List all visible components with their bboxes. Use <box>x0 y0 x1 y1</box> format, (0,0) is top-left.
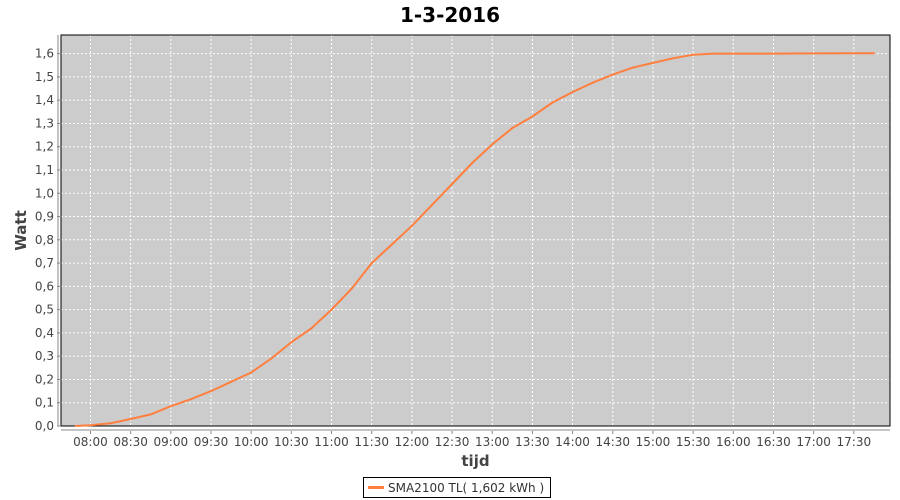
x-tick-label: 09:30 <box>194 435 229 449</box>
data-point <box>129 418 132 421</box>
data-point <box>631 66 634 69</box>
data-point <box>310 327 313 330</box>
data-point <box>712 52 715 55</box>
y-tick-label: 1,4 <box>35 93 54 107</box>
x-tick-label: 11:00 <box>314 435 349 449</box>
x-tick-label: 09:00 <box>154 435 189 449</box>
y-tick-label: 0,9 <box>35 210 54 224</box>
y-tick-label: 0,8 <box>35 233 54 247</box>
data-point <box>410 224 413 227</box>
data-point <box>290 341 293 344</box>
legend-swatch <box>368 486 384 489</box>
data-point <box>471 162 474 165</box>
data-point <box>732 52 735 55</box>
data-point <box>511 127 514 130</box>
x-tick-label: 17:30 <box>837 435 872 449</box>
y-tick-label: 0,5 <box>35 303 54 317</box>
x-tick-label: 12:30 <box>435 435 470 449</box>
x-tick-label: 17:00 <box>796 435 831 449</box>
y-tick-label: 1,2 <box>35 140 54 154</box>
x-tick-label: 11:30 <box>354 435 389 449</box>
y-tick-label: 0,1 <box>35 396 54 410</box>
legend: SMA2100 TL( 1,602 kWh ) <box>363 477 552 498</box>
data-point <box>89 424 92 427</box>
legend-label: SMA2100 TL( 1,602 kWh ) <box>388 480 545 495</box>
data-point <box>109 422 112 425</box>
x-tick-label: 08:00 <box>73 435 108 449</box>
data-point <box>189 398 192 401</box>
data-point <box>551 101 554 104</box>
data-point <box>692 53 695 56</box>
x-tick-label: 15:30 <box>676 435 711 449</box>
y-tick-label: 0,4 <box>35 326 54 340</box>
data-point <box>209 390 212 393</box>
x-tick-label: 08:30 <box>113 435 148 449</box>
data-point <box>230 380 233 383</box>
data-point <box>330 308 333 311</box>
y-tick-label: 0,3 <box>35 349 54 363</box>
data-point <box>270 357 273 360</box>
data-point <box>430 203 433 206</box>
plot-border <box>60 34 891 427</box>
x-tick-label: 13:30 <box>515 435 550 449</box>
y-tick-label: 0,2 <box>35 372 54 386</box>
data-point <box>491 143 494 146</box>
y-axis-label: Watt <box>12 210 30 250</box>
data-point <box>350 287 353 290</box>
x-tick-label: 10:00 <box>234 435 269 449</box>
x-tick-label: 15:00 <box>636 435 671 449</box>
chart-title: 1-3-2016 <box>399 3 501 27</box>
data-point <box>872 52 875 55</box>
data-point <box>571 91 574 94</box>
data-point <box>390 243 393 246</box>
x-tick-label: 14:00 <box>555 435 590 449</box>
data-point <box>772 52 775 55</box>
plot-area <box>61 35 890 426</box>
series-line <box>75 52 874 427</box>
data-point <box>451 182 454 185</box>
x-tick-label: 10:30 <box>274 435 309 449</box>
data-point <box>149 413 152 416</box>
data-point <box>74 425 77 427</box>
data-point <box>611 73 614 76</box>
data-point <box>531 115 534 118</box>
y-tick-label: 0,7 <box>35 256 54 270</box>
x-tick-label: 16:30 <box>756 435 791 449</box>
y-tick-label: 1,1 <box>35 163 54 177</box>
data-point <box>591 81 594 84</box>
data-point <box>812 52 815 55</box>
y-tick-label: 1,5 <box>35 70 54 84</box>
data-point <box>169 405 172 408</box>
data-point <box>672 57 675 60</box>
data-point <box>370 262 373 265</box>
data-point <box>852 52 855 55</box>
x-tick-label: 16:00 <box>716 435 751 449</box>
y-tick-label: 1,0 <box>35 186 54 200</box>
data-point <box>250 371 253 374</box>
y-tick-label: 0,0 <box>35 419 54 433</box>
y-tick-label: 1,3 <box>35 116 54 130</box>
x-tick-label: 12:00 <box>395 435 430 449</box>
x-tick-label: 14:30 <box>595 435 630 449</box>
y-tick-label: 0,6 <box>35 279 54 293</box>
y-tick-label: 1,6 <box>35 47 54 61</box>
x-tick-label: 13:00 <box>475 435 510 449</box>
data-point <box>651 61 654 64</box>
x-axis-label: tijd <box>461 452 489 470</box>
